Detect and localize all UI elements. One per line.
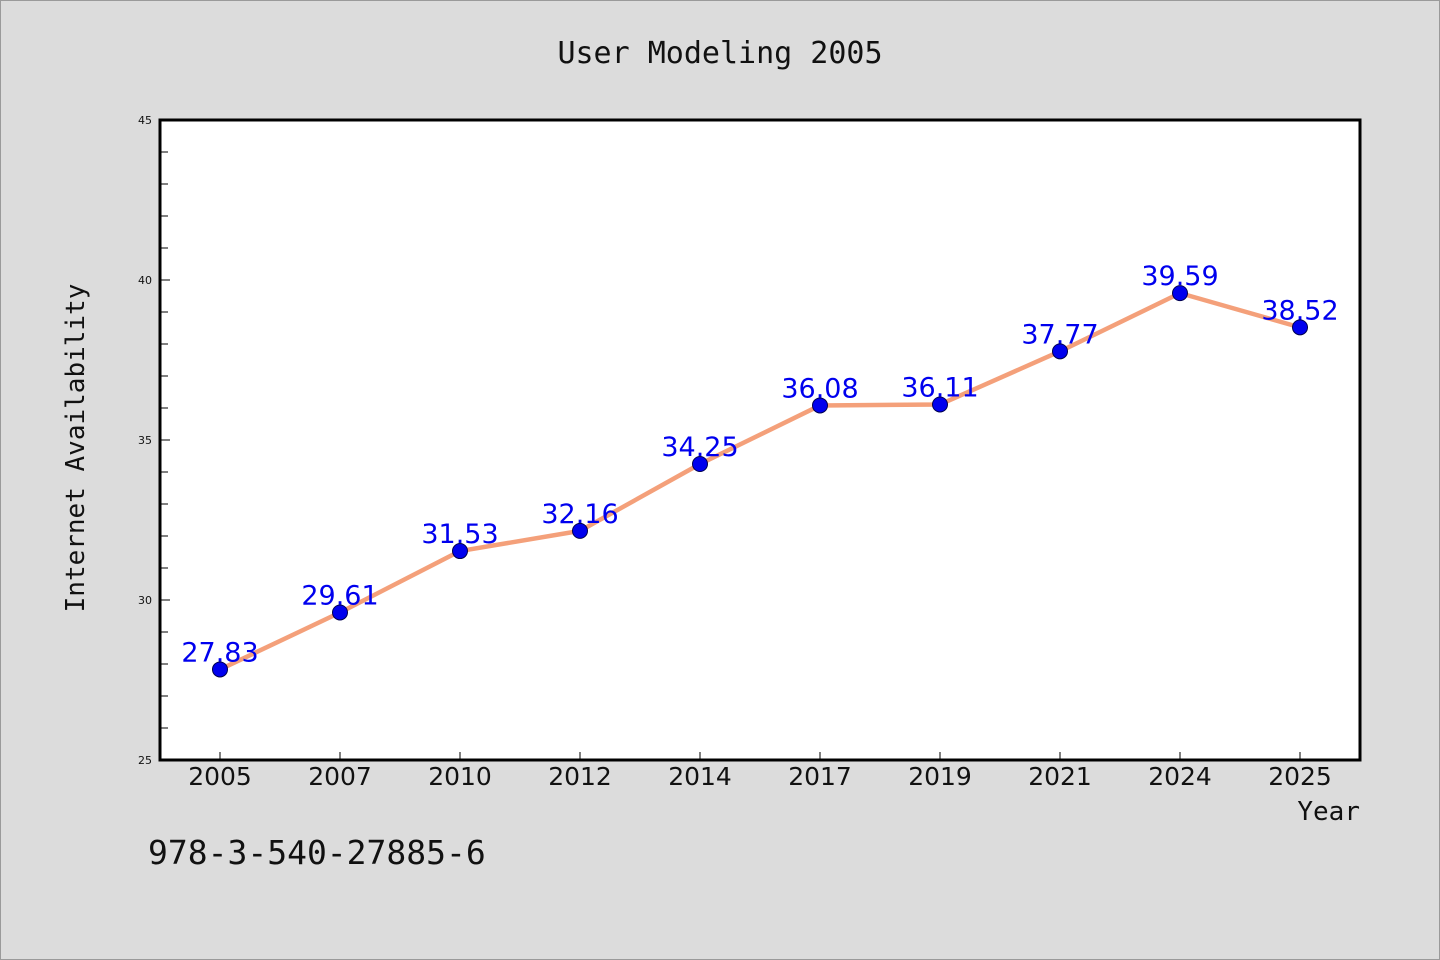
data-point (932, 396, 948, 413)
data-point (572, 522, 588, 539)
data-point (1292, 319, 1308, 336)
data-point (692, 456, 708, 472)
x-axis-label: Year (1297, 797, 1360, 827)
y-tick-label: 35 (138, 434, 152, 447)
data-point (812, 397, 828, 414)
data-point (332, 604, 348, 621)
data-point (1052, 343, 1068, 360)
y-tick-label: 45 (138, 114, 152, 127)
x-tick-label: 2024 (1148, 762, 1212, 791)
y-tick-label: 40 (138, 274, 152, 287)
x-axis: 2005 2007 2010 2012 2014 2017 2019 2021 2024 2025 (188, 752, 1332, 791)
y-axis-label: Internet Availability (61, 284, 91, 613)
y-tick-label: 25 (138, 754, 152, 767)
plot-area (158, 118, 1362, 762)
x-tick-label: 2019 (908, 762, 972, 791)
x-tick-label: 2017 (788, 762, 852, 791)
y-tick-label: 30 (138, 594, 152, 607)
chart-title: User Modeling 2005 (557, 36, 882, 71)
x-tick-label: 2012 (548, 762, 612, 791)
data-point (212, 661, 228, 678)
x-tick-label: 2005 (188, 762, 252, 791)
isbn-note: 978-3-540-27885-6 (148, 833, 486, 872)
x-tick-label: 2025 (1268, 762, 1332, 791)
x-tick-label: 2007 (308, 762, 372, 791)
y-axis: 25 30 35 40 45 (138, 114, 170, 767)
series-line (217, 290, 1303, 672)
x-tick-label: 2014 (668, 762, 732, 791)
data-point (452, 543, 468, 560)
x-tick-label: 2021 (1028, 762, 1092, 791)
x-tick-label: 2010 (428, 762, 492, 791)
data-point (1172, 285, 1188, 302)
